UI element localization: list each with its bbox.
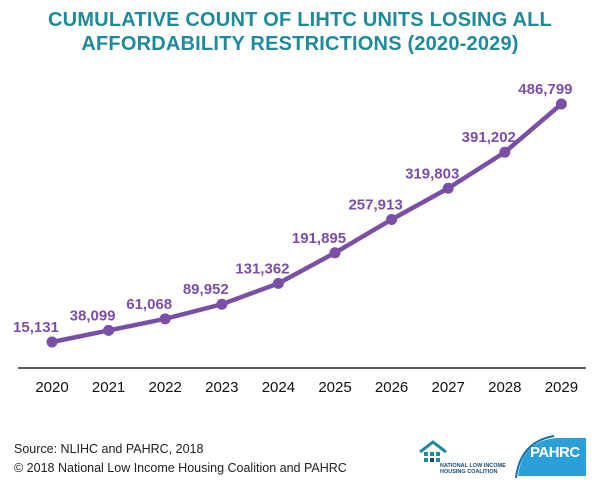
data-point xyxy=(555,98,567,110)
data-label: 257,913 xyxy=(348,196,402,213)
chart-title-line-2: AFFORDABILITY RESTRICTIONS (2020-2029) xyxy=(81,33,519,55)
pahrc-logo-text: PAHRC xyxy=(530,444,580,461)
chart-title: CUMULATIVE COUNT OF LIHTC UNITS LOSING A… xyxy=(0,8,600,56)
footer: Source: NLIHC and PAHRC, 2018 © 2018 Nat… xyxy=(14,440,347,478)
data-point xyxy=(499,146,511,158)
data-point xyxy=(216,298,228,310)
pahrc-logo: PAHRC xyxy=(514,432,588,482)
copyright-note: © 2018 National Low Income Housing Coali… xyxy=(14,461,347,475)
data-label: 15,131 xyxy=(13,319,59,336)
data-point xyxy=(272,277,284,289)
pahrc-logo-shape xyxy=(515,435,586,479)
data-point xyxy=(386,213,398,225)
line-chart: 15,131 38,099 61,068 89,952 131,362191,89525… xyxy=(13,81,586,396)
data-label: 131,362 xyxy=(235,260,289,277)
nlihc-logo: NATIONAL LOW INCOME HOUSING COALITION xyxy=(418,436,528,482)
x-tick-label: 2029 xyxy=(545,379,578,396)
data-label: 38,099 xyxy=(70,307,116,324)
data-label: 61,068 xyxy=(126,296,172,313)
x-tick-label: 2024 xyxy=(262,379,295,396)
x-tick-label: 2025 xyxy=(318,379,351,396)
data-label: 191,895 xyxy=(292,230,346,247)
data-label: 89,952 xyxy=(183,281,229,298)
data-point xyxy=(159,313,171,325)
data-point xyxy=(46,336,58,348)
series-line xyxy=(51,102,563,345)
chart-title-line-1: CUMULATIVE COUNT OF LIHTC UNITS LOSING A… xyxy=(48,9,552,31)
x-tick-label: 2021 xyxy=(92,379,125,396)
nlihc-logo-text: NATIONAL LOW INCOME HOUSING COALITION xyxy=(440,463,506,475)
x-tick-label: 2026 xyxy=(375,379,408,396)
x-tick-label: 2020 xyxy=(35,379,68,396)
x-tick-label: 2027 xyxy=(432,379,465,396)
data-label: 391,202 xyxy=(462,129,516,146)
data-label: 319,803 xyxy=(405,165,459,182)
data-label: 486,799 xyxy=(518,81,572,98)
x-tick-label: 2023 xyxy=(205,379,238,396)
house-icon xyxy=(419,440,447,462)
x-tick-label: 2022 xyxy=(149,379,182,396)
source-note: Source: NLIHC and PAHRC, 2018 xyxy=(14,442,204,456)
x-tick-label: 2028 xyxy=(488,379,521,396)
data-point xyxy=(442,182,454,194)
data-point xyxy=(329,247,341,259)
data-point xyxy=(103,324,115,336)
